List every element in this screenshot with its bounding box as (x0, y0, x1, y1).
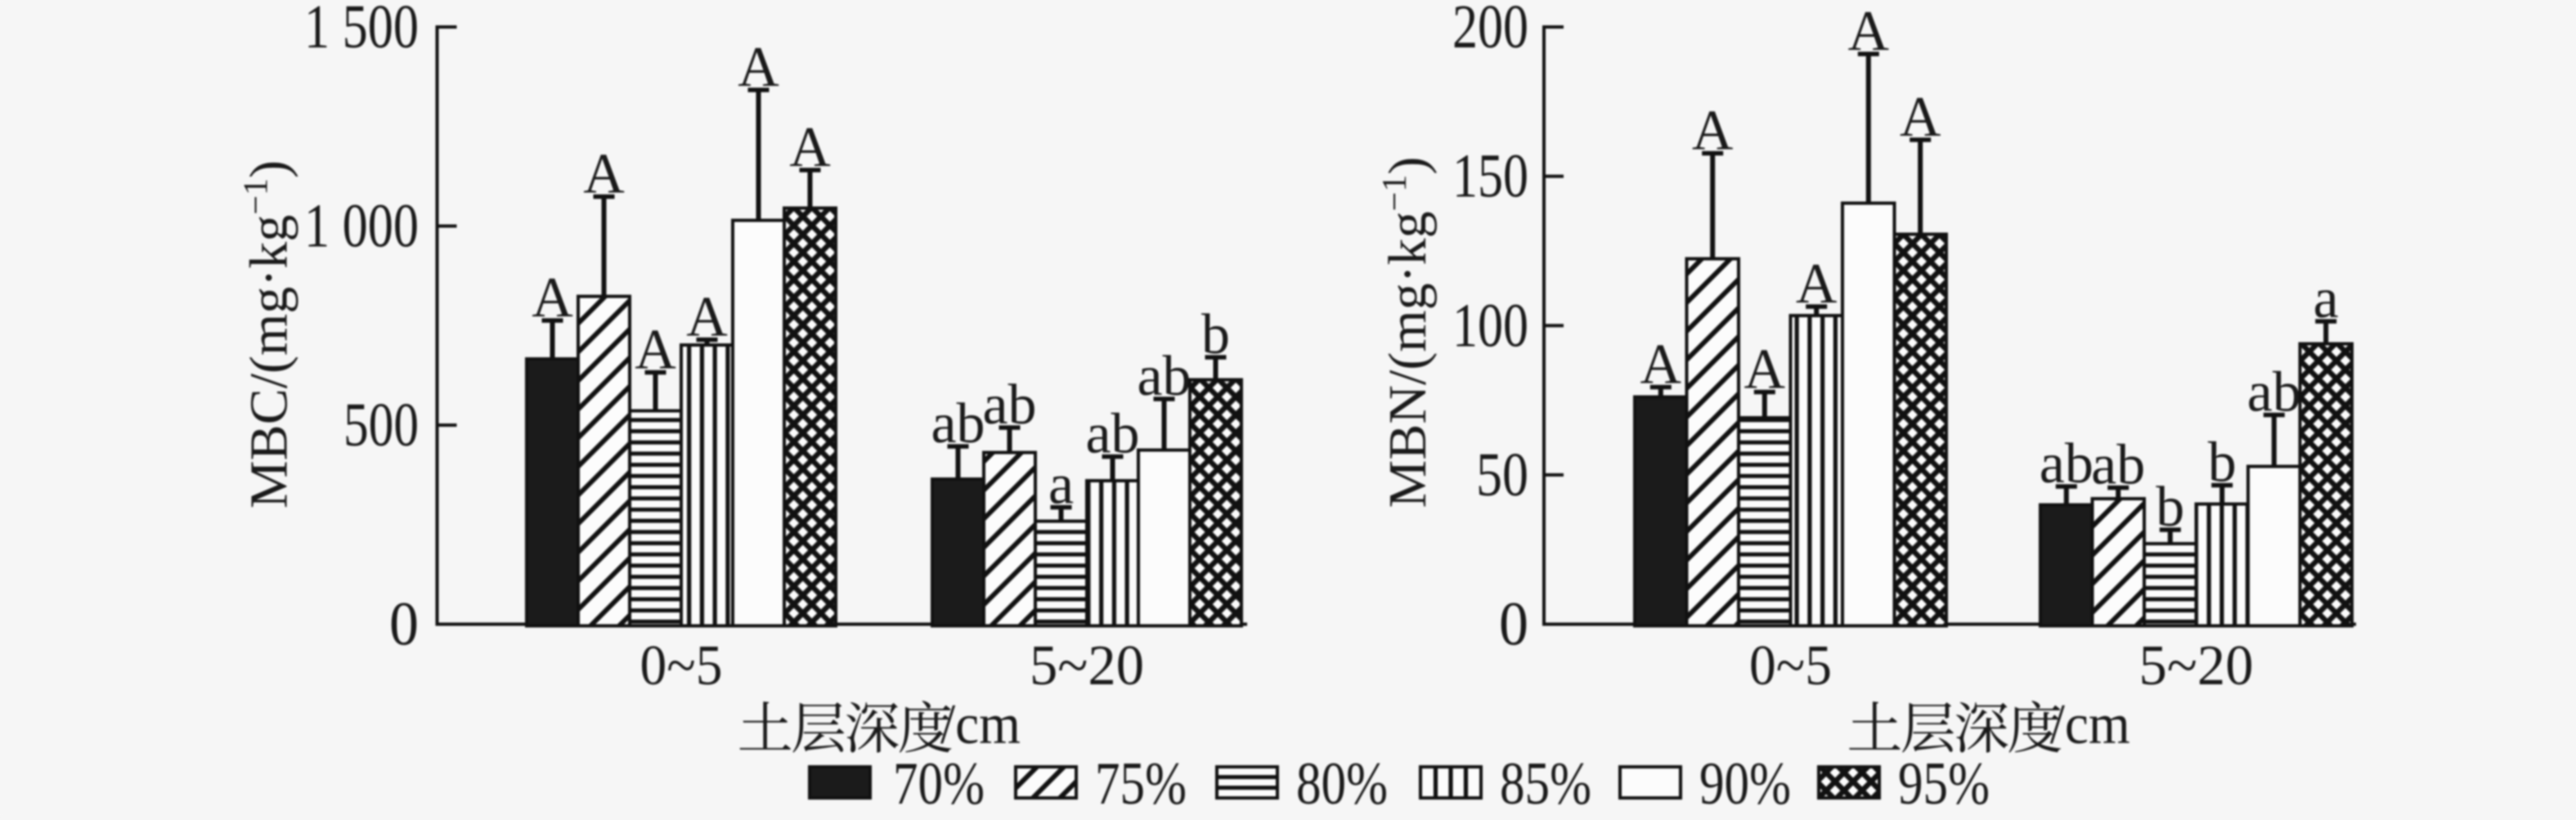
svg-text:5~20: 5~20 (2139, 634, 2254, 697)
svg-text:ab: ab (2091, 434, 2145, 497)
svg-text:MBC/(mg·kg−1): MBC/(mg·kg−1) (238, 160, 299, 509)
svg-text:A: A (1692, 100, 1734, 163)
svg-text:70%: 70% (893, 751, 985, 816)
svg-text:100: 100 (1452, 291, 1528, 360)
svg-text:A: A (1640, 334, 1682, 397)
svg-text:ab: ab (2247, 361, 2301, 424)
svg-text:A: A (686, 286, 728, 349)
svg-text:80%: 80% (1296, 751, 1388, 816)
svg-text:5~20: 5~20 (1030, 634, 1144, 697)
svg-text:MBN/(mg·kg−1): MBN/(mg·kg−1) (1376, 157, 1438, 509)
svg-text:A: A (1900, 86, 1941, 149)
svg-text:a: a (2313, 267, 2339, 330)
svg-text:85%: 85% (1500, 751, 1591, 816)
svg-text:ab: ab (2040, 432, 2094, 495)
svg-text:0~5: 0~5 (640, 634, 723, 697)
svg-text:ab: ab (931, 392, 985, 455)
svg-text:95%: 95% (1898, 751, 1990, 816)
svg-text:A: A (1796, 253, 1838, 316)
svg-text:A: A (1744, 338, 1786, 401)
svg-text:150: 150 (1452, 142, 1528, 211)
svg-text:75%: 75% (1095, 751, 1187, 816)
svg-text:b: b (2156, 476, 2184, 539)
svg-text:0: 0 (389, 590, 419, 659)
svg-text:/cm: /cm (940, 693, 1021, 756)
svg-text:0: 0 (1499, 590, 1528, 659)
svg-text:ab: ab (982, 374, 1036, 437)
svg-text:1 500: 1 500 (304, 0, 419, 61)
svg-text:ab: ab (1137, 345, 1191, 408)
svg-text:A: A (635, 319, 676, 382)
svg-text:a: a (1048, 454, 1074, 517)
svg-text:0~5: 0~5 (1749, 634, 1832, 697)
svg-text:A: A (789, 116, 831, 179)
svg-text:A: A (532, 267, 573, 329)
svg-text:ab: ab (1085, 403, 1139, 466)
svg-text:A: A (1848, 0, 1890, 63)
svg-text:1 000: 1 000 (304, 192, 419, 261)
svg-text:50: 50 (1476, 441, 1528, 509)
svg-text:b: b (1201, 303, 1230, 366)
svg-text:A: A (583, 143, 625, 206)
svg-text:b: b (2208, 432, 2237, 495)
svg-text:A: A (738, 36, 779, 99)
svg-text:/cm: /cm (2050, 693, 2130, 756)
svg-text:90%: 90% (1699, 751, 1791, 816)
svg-text:500: 500 (343, 391, 419, 459)
svg-text:200: 200 (1452, 0, 1528, 61)
